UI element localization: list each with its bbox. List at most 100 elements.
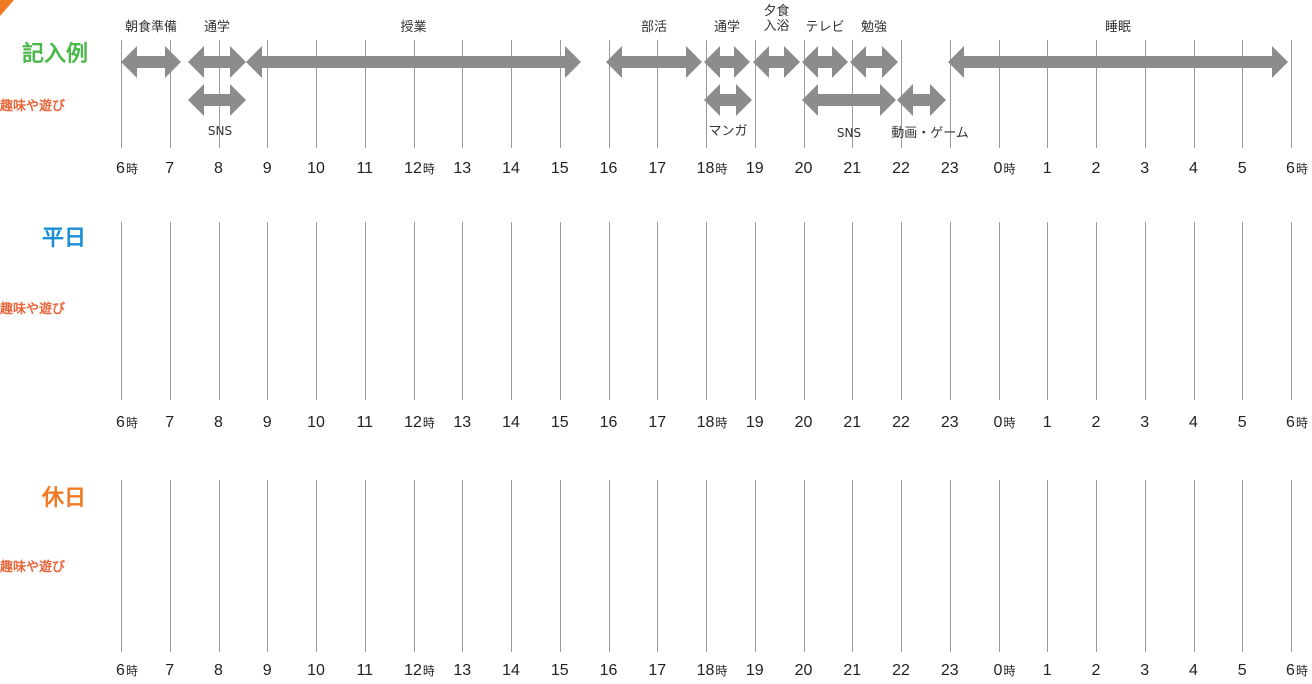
activity-label: SNS — [207, 124, 233, 138]
example-hour-line — [1144, 40, 1146, 148]
weekday-hour-line — [511, 222, 512, 400]
example-hour-tick: 12時 — [404, 160, 435, 177]
holiday-hour-line — [998, 480, 1000, 652]
holiday-hour-tick: 6時 — [116, 662, 138, 679]
weekday-hour-line — [267, 222, 269, 400]
weekday-hour-line — [169, 222, 171, 400]
holiday-hour-tick: 19 — [745, 662, 764, 679]
activity-label: 授業 — [400, 20, 427, 35]
weekday-hour-line — [608, 222, 610, 400]
holiday-hour-tick: 23 — [940, 662, 959, 679]
example-hour-tick: 20 — [794, 160, 813, 177]
weekday-hour-line — [1096, 222, 1097, 400]
activity-label: 勉強 — [860, 20, 888, 35]
example-hour-line — [267, 40, 269, 148]
holiday-hour-tick: 21 — [843, 662, 862, 679]
weekday-hour-tick: 3 — [1140, 414, 1150, 431]
holiday-hour-line — [657, 480, 659, 652]
weekday-hour-line — [1193, 222, 1195, 400]
activity-label: SNS — [836, 126, 862, 140]
example-hour-line — [1193, 40, 1195, 148]
corner-pointer-icon — [0, 0, 14, 16]
holiday-hour-tick: 9 — [262, 662, 272, 679]
holiday-hour-line — [364, 480, 366, 652]
example-hour-line — [559, 40, 561, 148]
weekday-hour-tick: 22 — [892, 414, 910, 431]
activity-label: 部活 — [640, 20, 668, 35]
example-hour-tick: 15 — [550, 160, 569, 177]
example-hour-tick: 23 — [940, 160, 959, 177]
example-hour-tick: 0時 — [993, 160, 1016, 177]
weekday-hour-tick: 6時 — [116, 414, 138, 431]
example-hour-line — [1242, 40, 1244, 148]
activity-arrow — [121, 46, 181, 78]
holiday-hour-tick: 16 — [599, 662, 618, 679]
holiday-hour-tick: 7 — [165, 662, 175, 679]
holiday-hour-tick: 5 — [1237, 662, 1247, 679]
holiday-section: 休日 趣味や遊び — [0, 440, 1312, 684]
example-hour-tick: 6時 — [1286, 160, 1308, 177]
holiday-hour-tick: 1 — [1042, 662, 1052, 679]
holiday-hour-line — [1144, 480, 1146, 652]
weekday-hour-line — [413, 222, 415, 400]
holiday-hour-line — [559, 480, 561, 652]
holiday-hour-tick: 3 — [1140, 662, 1150, 679]
holiday-hour-line — [803, 480, 805, 652]
weekday-hour-line — [657, 222, 659, 400]
example-hour-tick: 17 — [648, 160, 667, 177]
activity-arrow — [948, 46, 1288, 78]
activity-label: 通学 — [713, 20, 741, 35]
holiday-hour-line — [1096, 480, 1097, 652]
holiday-hour-line — [1242, 480, 1244, 652]
example-hour-tick: 22 — [892, 160, 910, 177]
holiday-hobby-label: 趣味や遊び — [0, 560, 66, 575]
example-hour-line — [608, 40, 610, 148]
holiday-hour-tick: 11 — [356, 662, 374, 679]
example-hour-line — [949, 40, 951, 148]
example-hour-tick: 19 — [745, 160, 764, 177]
holiday-hour-tick: 18時 — [696, 662, 728, 679]
activity-arrow — [704, 46, 750, 78]
weekday-hour-tick: 2 — [1091, 414, 1101, 431]
weekday-section: 平日 趣味や遊び — [0, 190, 1312, 440]
weekday-hour-tick: 21 — [843, 414, 862, 431]
weekday-hour-tick: 17 — [648, 414, 667, 431]
example-hour-tick: 11 — [356, 160, 374, 177]
example-hour-line — [413, 40, 415, 148]
weekday-hour-tick: 13 — [453, 414, 472, 431]
example-hour-line — [998, 40, 1000, 148]
activity-label: 通学 — [203, 20, 231, 35]
weekday-hour-line — [1242, 222, 1244, 400]
example-hour-line — [754, 40, 756, 148]
weekday-hour-line — [218, 222, 220, 400]
holiday-hour-tick: 20 — [794, 662, 813, 679]
example-hour-line — [121, 40, 122, 148]
activity-arrow — [753, 46, 800, 78]
weekday-hour-tick: 11 — [356, 414, 374, 431]
weekday-hobby-label: 趣味や遊び — [0, 302, 66, 317]
holiday-hour-line — [608, 480, 610, 652]
example-hour-line — [462, 40, 464, 148]
weekday-hour-line — [901, 222, 902, 400]
example-hour-line — [1291, 40, 1292, 148]
weekday-hour-tick: 15 — [550, 414, 569, 431]
activity-label: 夕食 入浴 — [763, 4, 790, 34]
example-hour-line — [657, 40, 659, 148]
holiday-hour-tick: 6時 — [1286, 662, 1308, 679]
activity-arrow — [897, 84, 946, 116]
weekday-hour-tick: 6時 — [1286, 414, 1308, 431]
weekday-hour-tick: 23 — [940, 414, 959, 431]
holiday-hour-line — [949, 480, 951, 652]
weekday-hour-line — [316, 222, 317, 400]
example-hour-line — [364, 40, 366, 148]
weekday-hour-line — [803, 222, 805, 400]
example-hobby-label: 趣味や遊び — [0, 99, 66, 114]
weekday-hour-line — [1047, 222, 1049, 400]
example-hour-tick: 7 — [165, 160, 175, 177]
activity-arrow — [188, 46, 246, 78]
holiday-hour-line — [1193, 480, 1195, 652]
weekday-hour-tick: 18時 — [696, 414, 728, 431]
weekday-title: 平日 — [42, 226, 87, 251]
example-hour-tick: 10 — [307, 160, 325, 177]
